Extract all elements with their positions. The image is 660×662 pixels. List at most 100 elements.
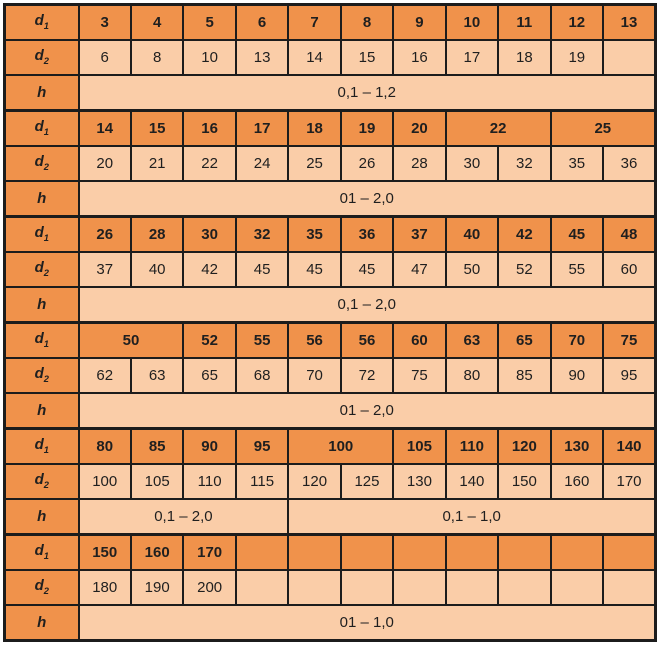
- group-2-d2-row: d2 20 21 22 24 25 26 28 30 32 35 36: [3, 145, 657, 182]
- d1-value-cell: 42: [497, 215, 552, 253]
- d2-value-cell: 70: [287, 357, 342, 394]
- d2-value-cell: 19: [549, 39, 605, 76]
- label-base-letter: d: [34, 577, 44, 595]
- d2-value-cell: 45: [234, 251, 290, 288]
- d2-value-cell: 55: [549, 251, 605, 288]
- label-subscript: 2: [43, 56, 49, 67]
- group-2-d1-row: d1 14 15 16 17 18 19 20 22 25: [3, 109, 657, 147]
- dimension-table-body: d1 3 4 5 6 7 8 9 10 11 12 13 d2 6 8 10 13 14 15 16 17 18 19 h 0,…: [3, 3, 657, 642]
- d2-value-cell: 28: [392, 145, 447, 182]
- d1-value-cell: 20: [392, 109, 447, 147]
- label-subscript: 1: [43, 127, 49, 138]
- d1-value-cell: 80: [77, 427, 132, 465]
- d2-value-cell: 20: [77, 145, 132, 182]
- row-label-h: h: [3, 286, 80, 324]
- empty-cell: [602, 569, 657, 606]
- d2-value-cell: 125: [339, 463, 395, 500]
- label-subscript: 1: [43, 339, 49, 350]
- d2-value-cell: 60: [602, 251, 657, 288]
- label-subscript: 2: [43, 586, 49, 597]
- label-subscript: 2: [43, 162, 49, 173]
- d1-value-cell: 65: [497, 321, 552, 359]
- group-3-d1-row: d1 26 28 30 32 35 36 37 40 42 45 48: [3, 215, 657, 253]
- d2-value-cell: 95: [602, 357, 657, 394]
- d1-value-cell: 95: [234, 427, 290, 465]
- empty-cell: [497, 533, 552, 571]
- group-5-d1-row: d1 80 85 90 95 100 105 110 120 130 140: [3, 427, 657, 465]
- d1-value-cell: 17: [234, 109, 290, 147]
- group-6-h-row: h 01 – 1,0: [3, 604, 657, 642]
- d1-value-cell: 4: [129, 3, 185, 41]
- d1-value-cell: 18: [287, 109, 342, 147]
- d2-value-cell: 63: [129, 357, 185, 394]
- d2-value-cell: 32: [497, 145, 552, 182]
- group-3-h-row: h 0,1 – 2,0: [3, 286, 657, 324]
- d2-value-cell: 140: [444, 463, 500, 500]
- group-2-h-row: h 01 – 2,0: [3, 180, 657, 218]
- label-base-letter: d: [34, 259, 44, 277]
- d1-value-cell: 22: [444, 109, 552, 147]
- d2-value-cell: 85: [497, 357, 552, 394]
- d1-value-cell: 12: [549, 3, 605, 41]
- d2-value-cell: 80: [444, 357, 500, 394]
- empty-cell: [497, 569, 552, 606]
- d2-value-cell: 180: [77, 569, 132, 606]
- d1-value-cell: 8: [339, 3, 395, 41]
- d1-value-cell: 56: [287, 321, 342, 359]
- label-base-letter: d: [34, 436, 44, 454]
- d1-value-cell: 130: [549, 427, 605, 465]
- row-label-h: h: [3, 604, 80, 642]
- d1-value-cell: 56: [339, 321, 395, 359]
- row-label-h: h: [3, 74, 80, 112]
- d1-value-cell: 52: [182, 321, 237, 359]
- d2-value-cell: 52: [497, 251, 552, 288]
- d2-value-cell: 10: [182, 39, 237, 76]
- d2-value-cell: 37: [77, 251, 132, 288]
- d2-value-cell: 160: [549, 463, 605, 500]
- group-3-d2-row: d2 37 40 42 45 45 45 47 50 52 55 60: [3, 251, 657, 288]
- d1-value-cell: 105: [392, 427, 447, 465]
- empty-cell: [602, 533, 657, 571]
- empty-cell: [444, 569, 500, 606]
- row-label-d2: d2: [3, 569, 80, 606]
- dimension-table: d1 3 4 5 6 7 8 9 10 11 12 13 d2 6 8 10 13 14 15 16 17 18 19 h 0,…: [3, 3, 657, 642]
- d1-value-cell: 35: [287, 215, 342, 253]
- d1-value-cell: 63: [444, 321, 500, 359]
- d2-value-cell: 200: [182, 569, 237, 606]
- d1-value-cell: 19: [339, 109, 395, 147]
- h-range-cell: 01 – 2,0: [77, 392, 657, 430]
- d2-value-cell: 13: [234, 39, 290, 76]
- d2-value-cell: 47: [392, 251, 447, 288]
- d1-value-cell: 15: [129, 109, 185, 147]
- group-4-d2-row: d2 62 63 65 68 70 72 75 80 85 90 95: [3, 357, 657, 394]
- d1-value-cell: 6: [234, 3, 290, 41]
- d2-value-cell: 50: [444, 251, 500, 288]
- group-1-d2-row: d2 6 8 10 13 14 15 16 17 18 19: [3, 39, 657, 76]
- h-range-cell: 01 – 1,0: [77, 604, 657, 642]
- label-base-letter: d: [34, 365, 44, 383]
- row-label-d1: d1: [3, 533, 80, 571]
- d1-value-cell: 50: [77, 321, 185, 359]
- d1-value-cell: 26: [77, 215, 132, 253]
- d2-value-cell: 65: [182, 357, 237, 394]
- d1-value-cell: 9: [392, 3, 447, 41]
- group-1-d1-row: d1 3 4 5 6 7 8 9 10 11 12 13: [3, 3, 657, 41]
- d1-value-cell: 36: [339, 215, 395, 253]
- d1-value-cell: 7: [287, 3, 342, 41]
- d2-value-cell: 17: [444, 39, 500, 76]
- d2-value-cell: 8: [129, 39, 185, 76]
- d1-value-cell: 3: [77, 3, 132, 41]
- d2-value-cell: 100: [77, 463, 132, 500]
- h-range-cell: 0,1 – 2,0: [77, 286, 657, 324]
- group-5-d2-row: d2 100 105 110 115 120 125 130 140 150 160 170: [3, 463, 657, 500]
- label-subscript: 2: [43, 480, 49, 491]
- d2-value-cell: 35: [549, 145, 605, 182]
- label-subscript: 2: [43, 268, 49, 279]
- d1-value-cell: 14: [77, 109, 132, 147]
- label-subscript: 1: [43, 21, 49, 32]
- d2-value-cell: 15: [339, 39, 395, 76]
- d2-value-cell: 30: [444, 145, 500, 182]
- d2-value-cell: 45: [287, 251, 342, 288]
- empty-cell: [339, 569, 395, 606]
- d2-value-cell: 24: [234, 145, 290, 182]
